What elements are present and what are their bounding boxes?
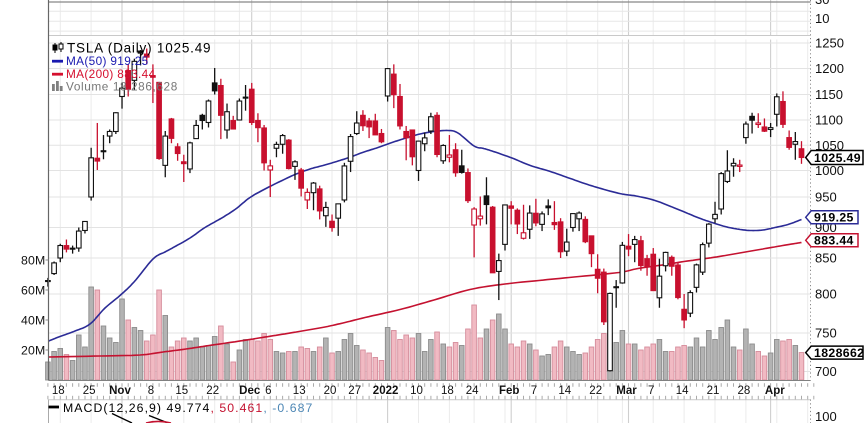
svg-text:MA(50) 919.25: MA(50) 919.25 (66, 54, 149, 68)
svg-text:1200: 1200 (815, 61, 844, 76)
svg-text:80M: 80M (21, 253, 46, 267)
svg-text:850: 850 (815, 251, 837, 266)
svg-text:60M: 60M (21, 283, 46, 297)
svg-text:2022: 2022 (373, 385, 399, 397)
svg-text:800: 800 (815, 287, 837, 302)
svg-text:28: 28 (738, 385, 751, 397)
svg-text:10: 10 (410, 385, 423, 397)
svg-text:1100: 1100 (815, 113, 843, 128)
svg-text:7: 7 (531, 385, 537, 397)
svg-text:Volume 18,286,628: Volume 18,286,628 (66, 80, 178, 94)
svg-text:700: 700 (815, 364, 837, 379)
svg-text:Dec: Dec (239, 385, 261, 397)
svg-text:40M: 40M (21, 313, 46, 327)
svg-text:Feb: Feb (499, 385, 519, 397)
svg-text:1828662: 1828662 (814, 346, 864, 360)
svg-text:919.25: 919.25 (814, 211, 854, 225)
svg-text:1250: 1250 (815, 36, 844, 51)
svg-text:950: 950 (815, 190, 837, 205)
svg-text:21: 21 (707, 385, 720, 397)
svg-text:20: 20 (324, 385, 337, 397)
svg-text:22: 22 (589, 385, 602, 397)
svg-text:1025.49: 1025.49 (814, 151, 861, 165)
svg-text:30: 30 (815, 0, 829, 7)
svg-text:18: 18 (52, 385, 65, 397)
svg-text:18: 18 (441, 385, 454, 397)
svg-text:13: 13 (293, 385, 306, 397)
svg-text:25: 25 (83, 385, 96, 397)
svg-text:TSLA (Daily) 1025.49: TSLA (Daily) 1025.49 (67, 41, 211, 56)
svg-text:7: 7 (648, 385, 654, 397)
svg-text:14: 14 (558, 385, 571, 397)
svg-text:1050: 1050 (815, 138, 844, 153)
svg-text:Apr: Apr (765, 385, 785, 397)
svg-text:14: 14 (676, 385, 689, 397)
svg-text:MA(200) 883.44: MA(200) 883.44 (66, 67, 156, 81)
svg-text:15: 15 (175, 385, 188, 397)
svg-text:10: 10 (815, 11, 829, 26)
svg-text:MACD(12,26,9) 49.774, 50.461,: MACD(12,26,9) 49.774, 50.461, -0.687 (63, 401, 313, 415)
svg-text:750: 750 (815, 326, 837, 341)
svg-text:883.44: 883.44 (814, 234, 854, 248)
svg-text:27: 27 (348, 385, 361, 397)
svg-text:Nov: Nov (109, 385, 131, 397)
svg-text:6: 6 (265, 385, 271, 397)
svg-text:100: 100 (815, 409, 837, 423)
svg-text:20M: 20M (21, 343, 46, 357)
svg-text:22: 22 (206, 385, 219, 397)
svg-text:Mar: Mar (616, 385, 637, 397)
svg-text:1150: 1150 (815, 87, 843, 102)
svg-text:8: 8 (148, 385, 154, 397)
svg-text:24: 24 (466, 385, 479, 397)
svg-text:1000: 1000 (815, 163, 844, 178)
